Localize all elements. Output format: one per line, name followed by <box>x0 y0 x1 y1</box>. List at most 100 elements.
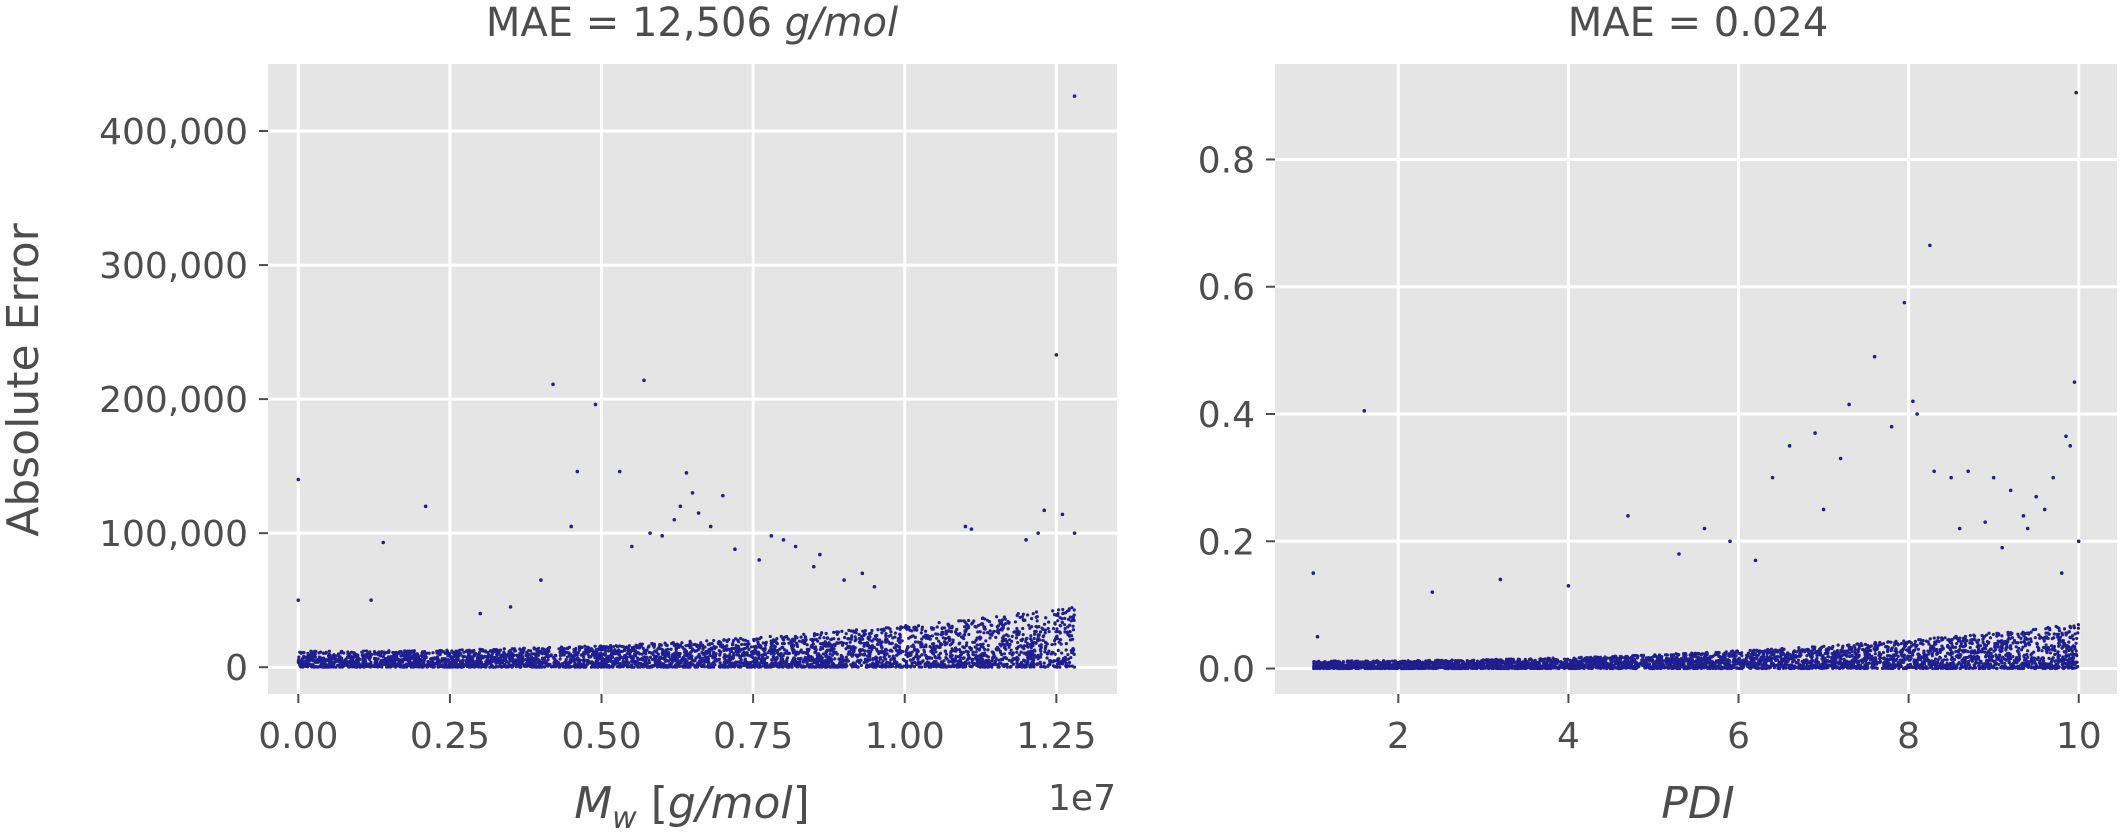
scatter-point <box>818 636 822 640</box>
scatter-point <box>413 652 418 656</box>
scatter-point <box>616 645 620 649</box>
scatter-point <box>814 650 818 654</box>
scatter-point <box>986 655 991 659</box>
scatter-point <box>962 636 966 641</box>
scatter-point <box>963 524 968 529</box>
scatter-point <box>754 644 758 648</box>
scatter-point <box>846 637 850 641</box>
scatter-point <box>742 650 746 654</box>
scatter-point <box>767 649 772 653</box>
scatter-point <box>807 647 811 651</box>
scatter-point <box>867 651 871 655</box>
scatter-point <box>754 656 758 660</box>
scatter-point <box>966 652 970 656</box>
scatter-point <box>296 477 301 482</box>
scatter-point <box>953 630 958 634</box>
scatter-point <box>1015 650 1019 654</box>
scatter-point <box>478 611 483 616</box>
scatter-point <box>454 659 458 663</box>
scatter-point <box>302 651 306 655</box>
scatter-point <box>751 650 756 654</box>
scatter-point <box>408 649 412 653</box>
scatter-point <box>599 651 603 655</box>
scatter-point <box>734 649 738 653</box>
scatter-point <box>819 633 823 637</box>
scatter-point <box>870 628 874 633</box>
scatter-point <box>918 660 922 664</box>
scatter-point <box>677 663 681 667</box>
scatter-point <box>839 640 844 644</box>
scatter-point <box>986 659 990 663</box>
scatter-point <box>840 658 844 662</box>
scatter-point <box>471 659 475 663</box>
scatter-point <box>995 645 999 650</box>
scatter-point <box>502 663 506 668</box>
scatter-point <box>387 650 391 654</box>
scatter-point <box>299 651 303 655</box>
scatter-point <box>814 637 819 642</box>
scatter-point <box>515 653 520 658</box>
scatter-point <box>458 648 462 652</box>
scatter-point <box>895 626 899 630</box>
scatter-point <box>826 644 830 648</box>
scatter-point <box>866 657 870 662</box>
scatter-point <box>785 651 790 656</box>
scatter-point <box>1042 661 1046 665</box>
scatter-point <box>737 645 741 650</box>
scatter-point <box>825 636 829 640</box>
scatter-point <box>692 648 697 653</box>
scatter-point <box>1068 638 1073 642</box>
scatter-point <box>638 652 642 656</box>
scatter-point <box>730 643 735 647</box>
scatter-point <box>975 663 979 668</box>
scatter-point <box>600 653 604 658</box>
scatter-point <box>626 664 630 668</box>
scatter-point <box>337 660 342 664</box>
scatter-point <box>1025 613 1030 617</box>
scatter-point <box>1002 634 1006 638</box>
scatter-point <box>1021 612 1025 616</box>
scatter-point <box>557 647 561 651</box>
scatter-point <box>339 650 343 654</box>
scatter-point <box>331 664 335 668</box>
scatter-point <box>764 643 768 647</box>
scatter-point <box>923 653 928 657</box>
scatter-point <box>1057 657 1061 661</box>
scatter-point <box>419 659 423 663</box>
scatter-point <box>522 646 526 650</box>
scatter-point <box>889 658 893 662</box>
scatter-point <box>549 653 553 657</box>
scatter-point <box>710 642 714 646</box>
scatter-point <box>944 632 948 636</box>
scatter-point <box>1002 652 1007 656</box>
scatter-point <box>706 665 710 669</box>
scatter-point <box>379 651 383 655</box>
scatter-point <box>376 653 381 657</box>
scatter-point <box>528 649 533 653</box>
scatter-point <box>1002 638 1006 643</box>
scatter-point <box>465 649 469 653</box>
scatter-point <box>490 664 494 668</box>
scatter-point <box>423 504 428 509</box>
scatter-point <box>759 635 763 640</box>
y-tick-label: 0.8 <box>1198 140 1255 181</box>
scatter-point <box>910 634 914 638</box>
scatter-point <box>502 657 507 661</box>
scatter-point <box>810 643 814 647</box>
scatter-point <box>705 639 709 643</box>
scatter-point <box>1042 622 1047 626</box>
scatter-point <box>857 640 861 644</box>
scatter-point <box>560 662 565 666</box>
scatter-point <box>1020 665 1024 669</box>
scatter-point <box>601 646 606 650</box>
scatter-point <box>782 648 786 652</box>
scatter-point <box>630 660 634 664</box>
scatter-point <box>997 619 1002 623</box>
scatter-point <box>950 653 954 658</box>
scatter-point <box>868 658 872 662</box>
scatter-point <box>722 665 726 669</box>
plot-area-background <box>268 64 1117 694</box>
scatter-point <box>688 652 692 657</box>
scatter-point <box>400 665 404 669</box>
scatter-point <box>953 663 957 667</box>
